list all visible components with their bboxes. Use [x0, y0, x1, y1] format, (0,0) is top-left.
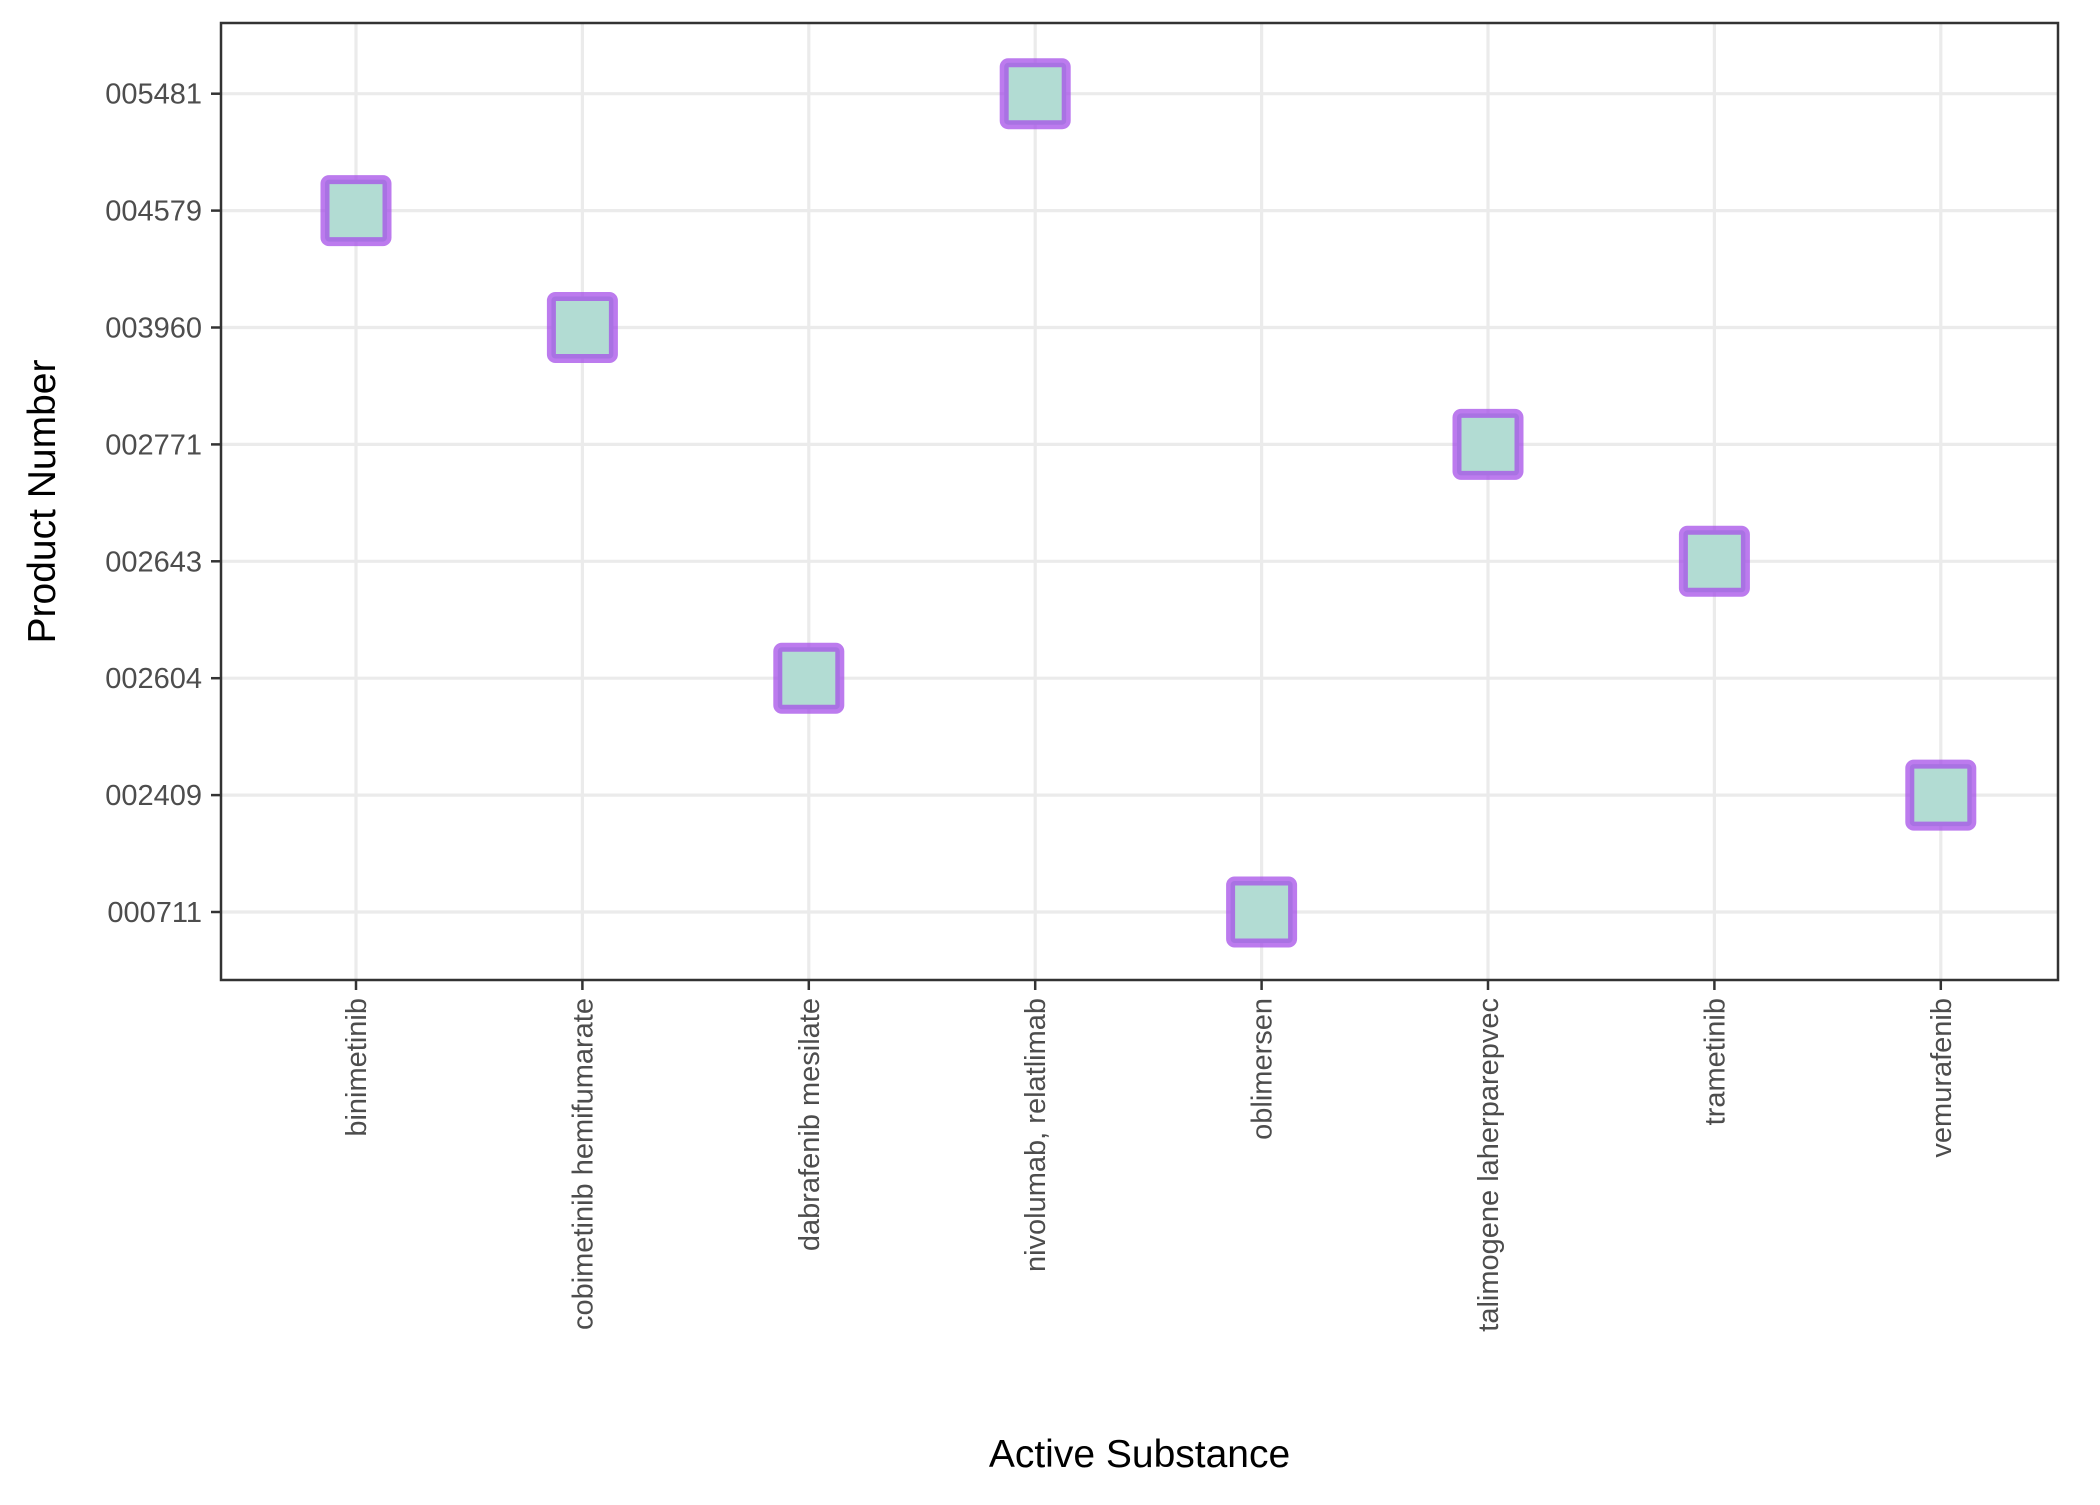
data-point-square	[999, 58, 1071, 130]
data-point-square	[1452, 408, 1524, 480]
y-tick-label: 000711	[107, 897, 202, 929]
data-point	[1226, 876, 1298, 948]
data-point-square	[1905, 759, 1977, 831]
x-tick-label: vemurafenib	[1926, 998, 1958, 1158]
x-tick-label: cobimetinib hemifumarate	[567, 998, 599, 1330]
data-point	[1452, 408, 1524, 480]
y-tick-label: 004579	[105, 196, 202, 228]
data-point-square	[773, 642, 845, 714]
data-point	[999, 58, 1071, 130]
data-point	[320, 175, 392, 247]
points-layer	[320, 58, 1977, 948]
data-point	[546, 292, 618, 363]
x-tick-label: trametinib	[1699, 998, 1731, 1125]
y-axis-title: Product Number	[21, 360, 64, 644]
grid-layer	[221, 23, 2058, 980]
data-point	[1905, 759, 1977, 831]
x-tick-label: talimogene laherparepvec	[1473, 998, 1505, 1332]
y-tick-label: 003960	[105, 313, 202, 345]
x-axis-title: Active Substance	[989, 1433, 1290, 1476]
data-point-square	[1678, 525, 1750, 597]
data-point	[1678, 525, 1750, 597]
x-tick-label: oblimersen	[1247, 998, 1279, 1140]
x-tick-label: dabrafenib mesilate	[794, 998, 826, 1251]
data-point	[773, 642, 845, 714]
x-tick-label: nivolumab, relatlimab	[1020, 998, 1052, 1272]
y-tick-label: 005481	[105, 79, 202, 111]
data-point-square	[1226, 876, 1298, 948]
data-point-square	[546, 292, 618, 363]
plot-panel-border	[219, 21, 2060, 982]
y-tick-label: 002643	[105, 546, 202, 578]
y-tick-label: 002409	[105, 780, 202, 812]
x-tick-label: binimetinib	[341, 998, 373, 1137]
y-tick-label: 002771	[105, 429, 202, 461]
data-point-square	[320, 175, 392, 247]
tick-labels-layer: binimetinib cobimetinib hemifumarate dabra…	[105, 79, 1958, 1332]
ticks-layer	[211, 92, 1943, 990]
y-tick-label: 002604	[105, 663, 202, 695]
